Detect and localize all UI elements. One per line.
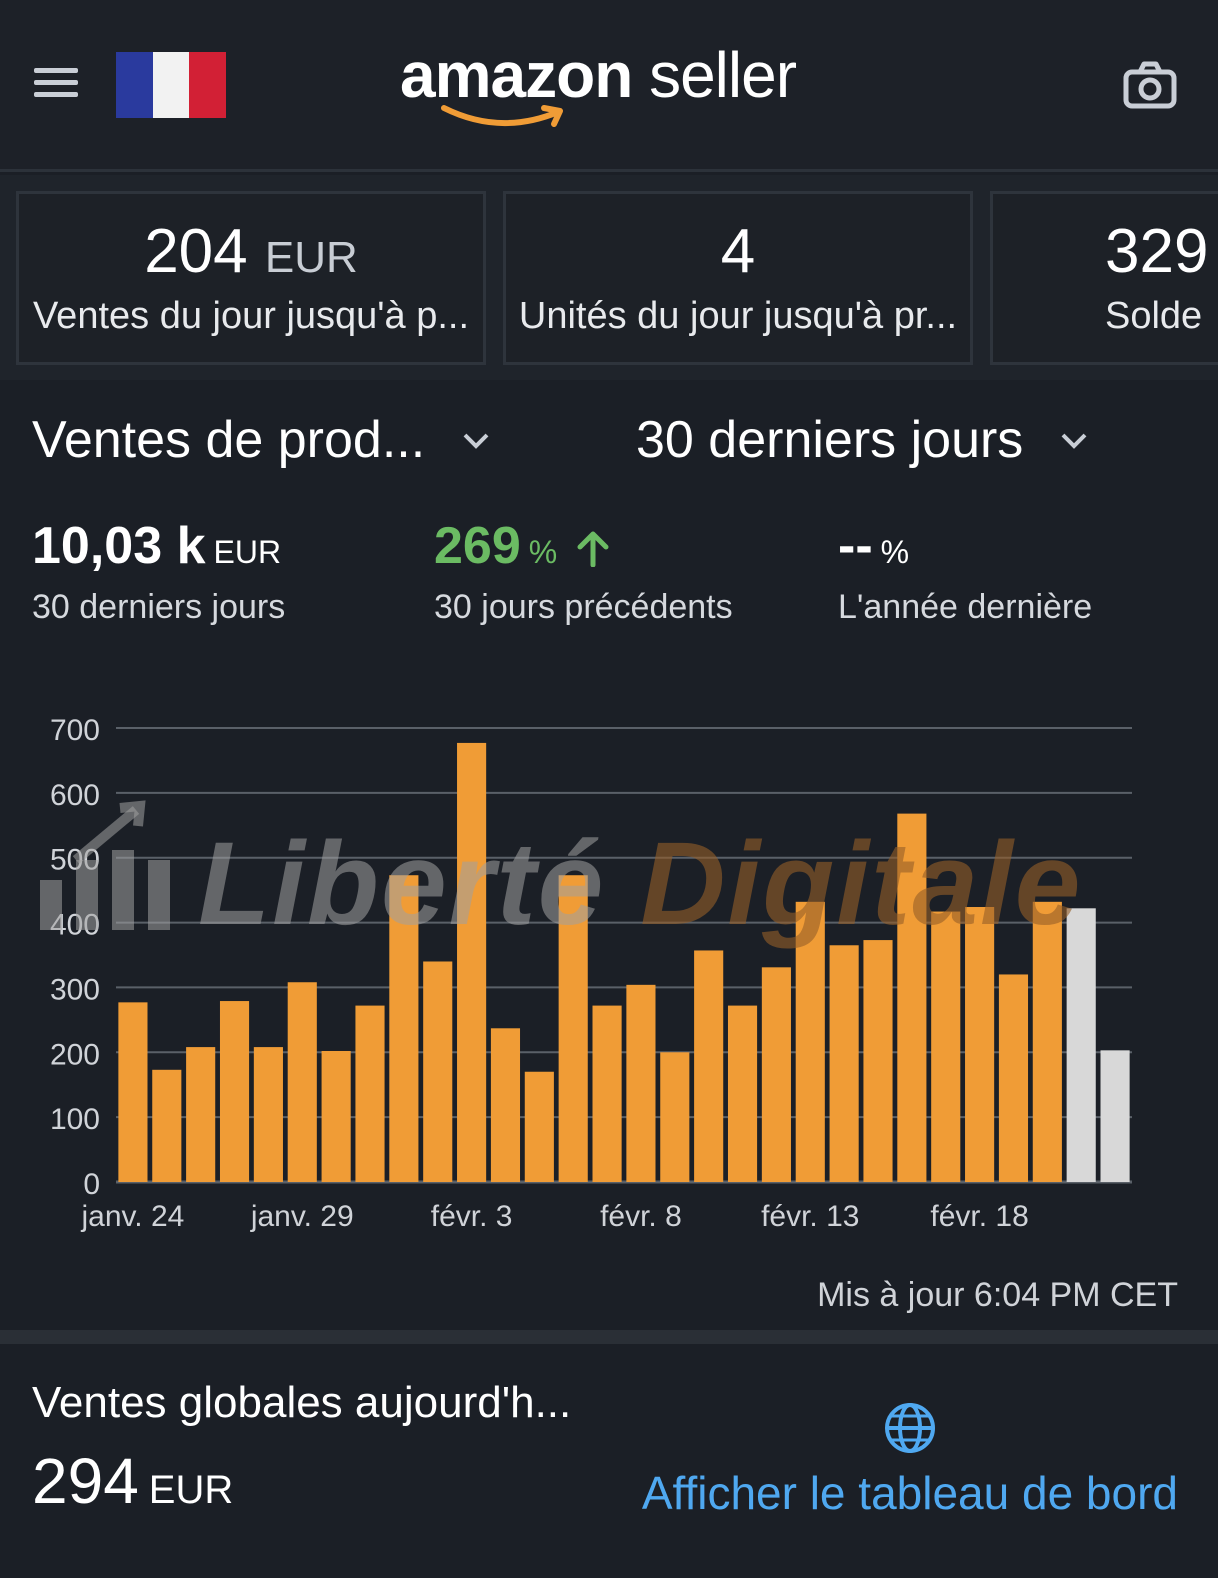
total-sales-value: 10,03 k <box>32 517 206 575</box>
sales-bar-chart: 0 100 200 300 400 500 600 700 janv. 24 janv. 29 fé… <box>0 690 1218 1250</box>
sales-bar <box>897 813 927 1182</box>
kpi-balance-label: Solde <box>1105 295 1203 337</box>
x-tick-label: févr. 13 <box>761 1200 859 1233</box>
last-year-label: L'année dernière <box>838 588 1093 626</box>
x-tick-label: févr. 8 <box>600 1200 682 1233</box>
kpi-units-label: Unités du jour jusqu'à pr... <box>518 295 958 337</box>
period-dropdown[interactable]: 30 derniers jours <box>636 410 1091 470</box>
sales-bar <box>694 950 724 1182</box>
sales-bar <box>931 911 961 1182</box>
sales-bar <box>490 1028 521 1182</box>
kpi-balance-value: 329 <box>1105 217 1209 286</box>
sales-bar <box>118 1002 148 1182</box>
kpi-tile-units[interactable]: 4 Unités du jour jusqu'à pr... <box>503 191 973 365</box>
metric-last-year: --% L'année dernière <box>838 516 1092 627</box>
sales-bar <box>795 901 825 1182</box>
sales-bar-chart-svg: 0 100 200 300 400 500 600 700 janv. 24 janv. 29 fé… <box>50 714 1132 1233</box>
sales-bar <box>1066 908 1096 1182</box>
metric-total: 10,03 k EUR 30 derniers jours <box>32 516 285 627</box>
france-flag-icon[interactable] <box>116 52 227 118</box>
sales-bar <box>626 984 656 1182</box>
sales-bar <box>457 742 487 1182</box>
sales-bar <box>1032 901 1062 1182</box>
kpi-tile-sales[interactable]: 204 EUR Ventes du jour jusqu'à p... <box>16 191 486 365</box>
y-tick-label: 300 <box>50 973 100 1006</box>
kpi-sales-label: Ventes du jour jusqu'à p... <box>32 295 470 337</box>
arrow-up-icon <box>577 531 609 568</box>
kpi-sales-value: 204 <box>144 217 248 286</box>
change-value: 269 <box>434 517 521 575</box>
section-divider <box>0 1330 1218 1344</box>
amazon-smile-icon <box>441 105 563 127</box>
hamburger-menu-icon[interactable] <box>34 68 78 102</box>
kpi-tile-balance[interactable]: 329 Solde <box>990 191 1218 365</box>
x-tick-label: févr. 3 <box>431 1200 513 1233</box>
global-sales-value: 294 <box>32 1445 139 1517</box>
sales-bar <box>152 1069 182 1182</box>
change-unit: % <box>528 534 558 570</box>
sales-bar <box>965 907 995 1182</box>
view-dashboard-link[interactable]: Afficher le tableau de bord <box>641 1467 1178 1519</box>
sales-section: Ventes de prod... 30 derniers jours 10,0… <box>0 380 1218 1330</box>
global-sales-section: Ventes globales aujourd'h... 294 EUR Affi… <box>0 1344 1218 1578</box>
sales-bar <box>287 982 317 1182</box>
top-bar: amazon seller <box>0 0 1218 172</box>
x-tick-label: janv. 29 <box>250 1200 354 1233</box>
change-label: 30 jours précédents <box>434 588 733 626</box>
sales-bar <box>761 967 791 1182</box>
metric-dropdown[interactable]: Ventes de prod... <box>32 410 493 470</box>
global-sales-title: Ventes globales aujourd'h... <box>32 1378 572 1427</box>
x-tick-label: févr. 18 <box>930 1200 1028 1233</box>
logo-text-amazon: amazon <box>400 39 633 111</box>
sales-bar <box>727 1005 758 1182</box>
total-sales-unit: EUR <box>213 534 282 570</box>
sales-bar <box>1100 1050 1130 1182</box>
y-tick-label: 200 <box>50 1038 100 1071</box>
sales-bar <box>423 961 453 1182</box>
sales-bar <box>592 1005 622 1182</box>
camera-icon[interactable] <box>1122 58 1178 114</box>
sales-bar <box>389 875 419 1182</box>
metric-dropdown-label: Ventes de prod... <box>32 411 426 469</box>
amazon-seller-logo: amazon seller <box>400 38 820 138</box>
sales-bar <box>253 1047 283 1182</box>
x-tick-label: janv. 24 <box>81 1200 185 1233</box>
sales-bar <box>660 1052 690 1182</box>
sales-bar <box>863 940 893 1182</box>
period-dropdown-label: 30 derniers jours <box>636 411 1024 469</box>
global-sales-unit: EUR <box>148 1468 234 1512</box>
y-tick-label: 500 <box>50 844 100 877</box>
y-tick-label: 400 <box>50 909 100 942</box>
y-tick-label: 600 <box>50 779 100 812</box>
sales-bar <box>998 974 1029 1182</box>
sales-bar <box>829 945 859 1182</box>
y-tick-label: 0 <box>83 1168 100 1201</box>
sales-bar <box>524 1071 554 1182</box>
sales-bar <box>558 875 588 1182</box>
sales-bar <box>219 1001 250 1182</box>
globe-icon[interactable] <box>882 1400 938 1456</box>
y-tick-label: 700 <box>50 714 100 747</box>
sales-bar <box>186 1047 216 1182</box>
total-sales-label: 30 derniers jours <box>32 588 286 626</box>
kpi-tiles: 204 EUR Ventes du jour jusqu'à p... 4 Un… <box>0 175 1218 380</box>
sales-bar <box>321 1050 351 1182</box>
last-updated-text: Mis à jour 6:04 PM CET <box>817 1276 1178 1314</box>
sales-bar <box>355 1005 385 1182</box>
chevron-down-icon <box>463 433 489 449</box>
metric-change: 269% 30 jours précédents <box>434 516 733 627</box>
chevron-down-icon <box>1061 433 1087 449</box>
last-year-value: -- <box>838 517 873 575</box>
logo-text-seller: seller <box>632 39 797 111</box>
last-year-unit: % <box>880 534 910 570</box>
y-tick-label: 100 <box>50 1103 100 1136</box>
kpi-sales-unit: EUR <box>264 233 358 282</box>
kpi-units-value: 4 <box>720 217 756 286</box>
